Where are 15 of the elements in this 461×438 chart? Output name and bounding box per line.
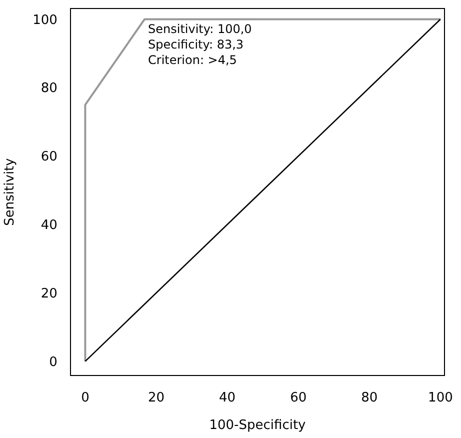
x-tick-label: 0 bbox=[81, 390, 90, 406]
y-axis-title: Sensitivity bbox=[2, 158, 18, 226]
x-tick-label: 20 bbox=[148, 390, 165, 406]
y-tick-label: 60 bbox=[40, 150, 58, 165]
annotation: Sensitivity: 100,0 Specificity: 83,3 Criterion: >4,5 bbox=[148, 22, 252, 68]
x-axis-title: 100-Specificity bbox=[209, 418, 306, 434]
x-tick-label: 100 bbox=[428, 390, 453, 406]
x-tick-label: 40 bbox=[219, 390, 236, 406]
y-tick-label: 20 bbox=[40, 286, 58, 302]
y-tick-label: 100 bbox=[32, 12, 58, 28]
y-tick-label: 40 bbox=[40, 218, 58, 234]
y-tick-label: 80 bbox=[40, 81, 58, 96]
x-tick-label: 60 bbox=[290, 390, 307, 406]
y-tick-label: 0 bbox=[49, 354, 58, 370]
x-tick-label: 80 bbox=[361, 390, 378, 406]
